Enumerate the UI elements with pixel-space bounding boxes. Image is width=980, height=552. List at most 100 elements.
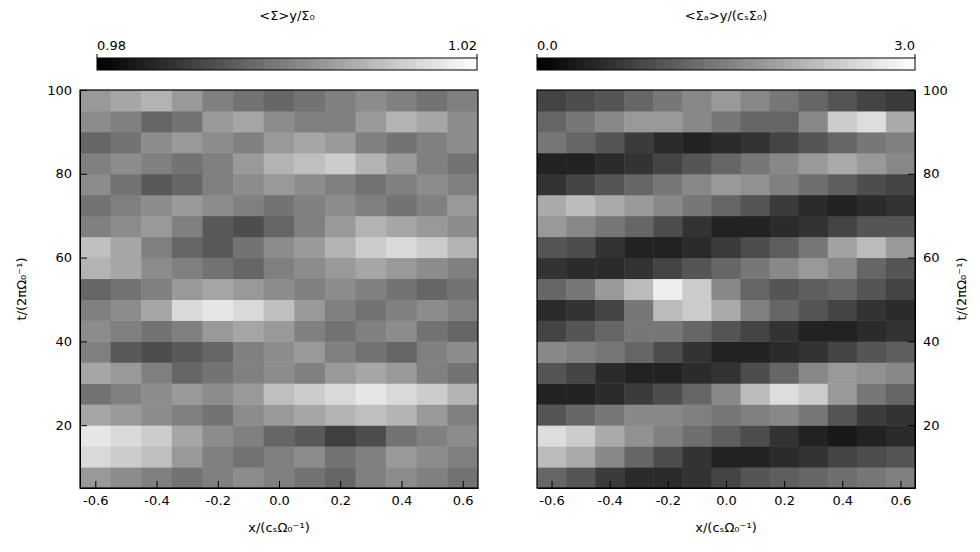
x-axis-title: x/(cₛΩ₀⁻¹)	[695, 520, 756, 535]
y-tick-label: 100	[923, 83, 948, 98]
heatmap-cell	[141, 320, 172, 341]
heatmap-cell	[857, 258, 887, 279]
heatmap-cell	[264, 195, 295, 216]
heatmap-cell	[857, 425, 887, 446]
heatmap-cell	[202, 132, 233, 153]
colorbar-tick-label: 0.0	[537, 38, 558, 53]
heatmap-cell	[264, 216, 295, 237]
heatmap-cell	[294, 446, 325, 467]
heatmap-cell	[447, 237, 478, 258]
heatmap-cell	[653, 299, 683, 320]
heatmap-cell	[886, 111, 915, 132]
y-axis-line	[80, 91, 81, 489]
heatmap-cell	[770, 279, 800, 300]
heatmap-cell	[857, 111, 887, 132]
y-tick-mark	[908, 174, 915, 175]
x-tick-mark	[218, 481, 219, 488]
colorbar-tick	[477, 54, 478, 58]
x-tick-mark	[95, 481, 96, 488]
heatmap-cell	[80, 467, 111, 488]
x-tick-mark	[552, 481, 553, 488]
x-tick-mark	[842, 481, 843, 488]
x-tick: -0.2	[656, 481, 681, 508]
heatmap-cell	[202, 341, 233, 362]
heatmap-cell	[566, 404, 596, 425]
heatmap-cell	[828, 111, 858, 132]
heatmap-cell	[857, 90, 887, 111]
heatmap-cell	[447, 132, 478, 153]
heatmap-cell	[233, 90, 264, 111]
heatmap-cell	[711, 320, 741, 341]
y-tick: 40	[55, 334, 87, 349]
heatmap-cell	[202, 299, 233, 320]
heatmap-cell	[325, 383, 356, 404]
x-tick-mark	[610, 481, 611, 488]
heatmap-cell	[80, 132, 111, 153]
heatmap-cell	[799, 299, 829, 320]
heatmap-cell	[417, 174, 448, 195]
heatmap-cell	[233, 425, 264, 446]
heatmap-cell	[80, 341, 111, 362]
heatmap-cell	[857, 404, 887, 425]
x-tick: 0.2	[330, 481, 351, 508]
heatmap-cell	[537, 153, 567, 174]
heatmap-cell	[595, 237, 625, 258]
heatmap-cell	[294, 237, 325, 258]
heatmap-cell	[447, 446, 478, 467]
heatmap-cell	[537, 341, 567, 362]
heatmap-cell	[886, 237, 915, 258]
heatmap-cell	[595, 153, 625, 174]
heatmap-cell	[202, 90, 233, 111]
heatmap-cell	[141, 153, 172, 174]
heatmap-cell	[417, 299, 448, 320]
heatmap-cell	[141, 425, 172, 446]
heatmap-cell	[111, 132, 142, 153]
heatmap-cell	[566, 279, 596, 300]
heatmap-cell	[111, 195, 142, 216]
y-tick: 60	[55, 250, 87, 265]
heatmap-cell	[828, 425, 858, 446]
heatmap-cell	[711, 111, 741, 132]
heatmap-cell	[264, 383, 295, 404]
y-tick-mark	[80, 258, 87, 259]
heatmap-cell	[325, 237, 356, 258]
heatmap-cell	[624, 299, 654, 320]
heatmap-cell	[828, 216, 858, 237]
heatmap-cell	[624, 258, 654, 279]
figure: -0.6-0.4-0.20.00.20.40.620406080100x/(cₛ…	[0, 0, 980, 552]
heatmap-cell	[624, 174, 654, 195]
heatmap-cell	[172, 341, 203, 362]
heatmap-cell	[233, 237, 264, 258]
heatmap-cell	[595, 341, 625, 362]
heatmap-cell	[80, 195, 111, 216]
heatmap-cell	[141, 237, 172, 258]
heatmap-cell	[294, 90, 325, 111]
heatmap-cell	[857, 237, 887, 258]
heatmap-cell	[202, 258, 233, 279]
heatmap-cell	[741, 320, 771, 341]
heatmap-cell	[80, 320, 111, 341]
heatmap-cell	[386, 111, 417, 132]
heatmap-cell	[770, 425, 800, 446]
heatmap-cell	[233, 111, 264, 132]
heatmap-cell	[233, 132, 264, 153]
heatmap-cell	[325, 362, 356, 383]
heatmap-cell	[233, 279, 264, 300]
heatmap-cell	[80, 111, 111, 132]
heatmap-cell	[417, 111, 448, 132]
colorbar-title: <Σ>y/Σ₀	[259, 8, 315, 23]
heatmap-cell	[356, 446, 387, 467]
heatmap-cell	[595, 279, 625, 300]
heatmap-cell	[233, 174, 264, 195]
heatmap-cell	[653, 90, 683, 111]
x-tick-label: -0.4	[144, 493, 169, 508]
heatmap-cell	[828, 90, 858, 111]
colorbar-tick-label: 1.02	[448, 38, 477, 53]
heatmap-cell	[886, 446, 915, 467]
plot-frame	[537, 90, 915, 488]
heatmap-cell	[566, 90, 596, 111]
heatmap-cell	[294, 404, 325, 425]
heatmap-cell	[294, 216, 325, 237]
heatmap-cell	[356, 216, 387, 237]
heatmap-cell	[741, 90, 771, 111]
